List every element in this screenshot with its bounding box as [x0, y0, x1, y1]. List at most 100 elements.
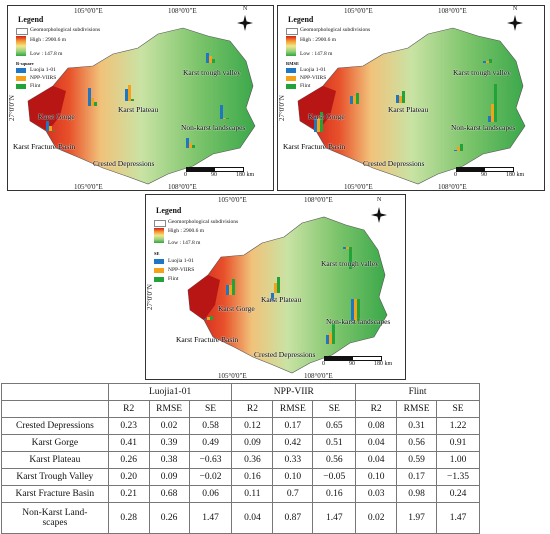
- lon-label: 108°0'0"E: [304, 196, 333, 204]
- table-cell: 0.21: [107, 485, 150, 503]
- terrain-map: [27, 27, 256, 185]
- table-cell: 0.36: [231, 451, 274, 469]
- scale-label: 0: [454, 172, 457, 178]
- table-cell: 1.00: [436, 451, 480, 469]
- group-header: Luojia1-01: [107, 383, 233, 401]
- table-cell: 0.09: [231, 434, 274, 452]
- metric-header: RMSE: [396, 400, 438, 418]
- scale-bar: [186, 167, 244, 172]
- row-label: Karst Plateau: [1, 451, 109, 469]
- table-cell: 0.06: [188, 485, 233, 503]
- table-cell: 0.91: [436, 434, 480, 452]
- map-panel-rmse: 105°0'0"E 108°0'0"E 105°0'0"E 108°0'0"E …: [277, 5, 545, 191]
- table-cell: 0.16: [231, 468, 274, 486]
- region-label: Crested Depressions: [93, 159, 155, 168]
- table-cell: 0.33: [272, 451, 314, 469]
- row-label: Karst Gorge: [1, 434, 109, 452]
- legend-label: Luojia 1-01: [300, 67, 326, 73]
- table-cell: 0.20: [107, 468, 150, 486]
- table-cell: 0.26: [107, 451, 150, 469]
- region-label: Non-karst landscapes: [451, 123, 516, 132]
- legend-label: Flint: [300, 83, 311, 89]
- region-label: Karst Fracture Basin: [176, 335, 239, 344]
- table-cell: 0.56: [312, 451, 357, 469]
- compass-n: N: [513, 6, 518, 12]
- legend-label: High : 2900.6 m: [300, 37, 337, 43]
- region-label: Non-karst landscapes: [181, 123, 246, 132]
- region-label: Karst Fracture Basin: [283, 142, 346, 151]
- table-cell: 0.03: [355, 485, 398, 503]
- table-cell: −0.05: [312, 468, 357, 486]
- lon-label: 105°0'0"E: [74, 183, 103, 191]
- lat-label: 27°0'0"N: [8, 95, 16, 121]
- table-cell: 0.68: [148, 485, 190, 503]
- table-cell: −0.02: [188, 468, 233, 486]
- lon-label: 105°0'0"E: [74, 7, 103, 15]
- terrain-map: [187, 216, 388, 374]
- legend-label: Luojia 1-01: [30, 67, 56, 73]
- table-cell: 1.47: [312, 502, 357, 534]
- row-label: Karst Fracture Basin: [1, 485, 109, 503]
- npp-swatch: [286, 76, 296, 81]
- elevation-ramp: [286, 36, 296, 56]
- table-cell: 0.65: [312, 417, 357, 435]
- metric-label: R-square: [16, 61, 34, 66]
- metric-label: SE: [154, 251, 160, 256]
- metric-header: R2: [355, 400, 398, 418]
- lon-label: 108°0'0"E: [168, 183, 197, 191]
- subdivision-swatch: [16, 28, 28, 35]
- lon-label: 108°0'0"E: [168, 7, 197, 15]
- table-row: Karst Plateau 0.26 0.38 −0.63 0.36 0.33 0.56 0.…: [1, 451, 480, 469]
- scale-label: 0: [184, 172, 187, 178]
- lon-label: 108°0'0"E: [438, 183, 467, 191]
- region-label: Karst trough valley: [453, 68, 511, 77]
- region-label: Karst Gorge: [218, 304, 255, 313]
- region-label: Karst Gorge: [38, 112, 75, 121]
- region-label: Crested Depressions: [254, 350, 316, 359]
- province-outline: [297, 27, 526, 185]
- group-header: Flint: [355, 383, 480, 401]
- legend-label: Geomorphological subdivisions: [300, 27, 371, 33]
- metric-header: SE: [312, 400, 357, 418]
- region-label: Karst trough valley: [321, 259, 379, 268]
- legend-label: NPP-VIIRS: [168, 267, 195, 273]
- table-cell: 0.17: [272, 417, 314, 435]
- compass-icon: [371, 207, 387, 223]
- table-metric-header: R2 RMSE SE R2 RMSE SE R2 RMSE SE: [1, 400, 480, 418]
- table-cell: 0.7: [272, 485, 314, 503]
- table-cell: 0.23: [107, 417, 150, 435]
- row-label: Karst Trough Valley: [1, 468, 109, 486]
- table-cell: 0.08: [355, 417, 398, 435]
- lon-label: 105°0'0"E: [218, 372, 247, 380]
- metric-label: RMSE: [286, 61, 300, 66]
- table-cell: 0.56: [396, 434, 438, 452]
- legend-label: NPP-VIIRS: [300, 75, 327, 81]
- legend-title: Legend: [18, 15, 44, 24]
- table-cell: 0.28: [107, 502, 150, 534]
- metric-header: SE: [436, 400, 480, 418]
- table-cell: 0.38: [148, 451, 190, 469]
- region-label: Karst Fracture Basin: [13, 142, 76, 151]
- scale-label: 0: [322, 361, 325, 367]
- compass-n: N: [377, 197, 382, 203]
- lat-label: 27°0'0"N: [146, 284, 154, 310]
- compass-icon: [507, 15, 523, 31]
- table-group-header: Luojia1-01 NPP-VIIR Flint: [1, 383, 480, 401]
- luojia-swatch: [16, 68, 26, 73]
- scale-bar: [324, 356, 382, 361]
- legend-label: High : 2900.6 m: [168, 228, 205, 234]
- table-cell: 0.09: [148, 468, 190, 486]
- metric-header: R2: [231, 400, 274, 418]
- table-cell: 0.10: [272, 468, 314, 486]
- lat-label: 27°0'0"N: [278, 95, 286, 121]
- group-header: NPP-VIIR: [231, 383, 357, 401]
- compass-n: N: [243, 6, 248, 12]
- npp-swatch: [154, 268, 164, 273]
- region-label: Karst Plateau: [118, 105, 159, 114]
- scale-label: 180 km: [374, 361, 393, 367]
- corner-cell: [1, 400, 109, 418]
- table-cell: 0.12: [231, 417, 274, 435]
- legend-label: Low : 147.8 m: [30, 51, 63, 57]
- metric-header: RMSE: [272, 400, 314, 418]
- row-label: Crested Depressions: [1, 417, 109, 435]
